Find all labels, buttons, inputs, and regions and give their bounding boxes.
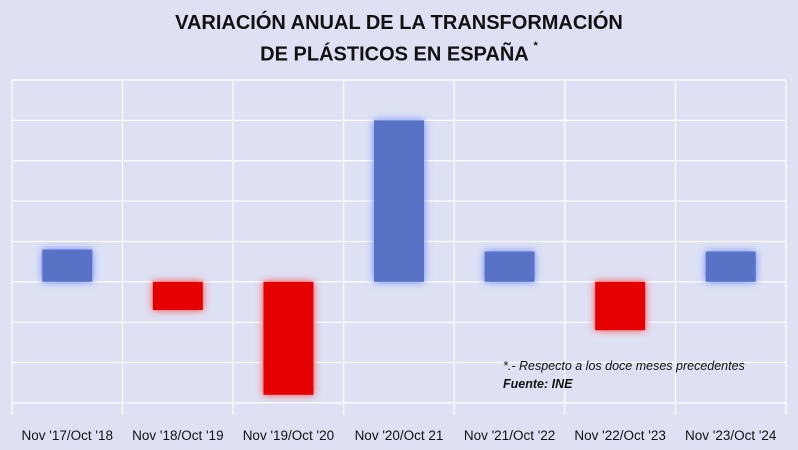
x-tick-label: Nov '21/Oct '22 [464,428,555,443]
chart-title-line-2: DE PLÁSTICOS EN ESPAÑA * [0,37,798,69]
chart-title-line-2-text: DE PLÁSTICOS EN ESPAÑA [260,43,528,66]
bar-7 [705,251,756,282]
bar-2 [152,281,203,311]
chart-footnote: *.- Respecto a los doce meses precedente… [503,357,745,393]
source-text: Fuente: INE [503,377,573,391]
bar-4 [374,120,424,282]
x-tick-label: Nov '20/Oct 21 [355,428,444,443]
footnote-text: *.- Respecto a los doce meses precedente… [503,359,745,373]
x-tick-label: Nov '22/Oct '23 [574,428,665,443]
bar-1 [42,249,93,282]
x-axis-labels: Nov '17/Oct '18 Nov '18/Oct '19 Nov '19/Oc… [22,428,777,443]
x-tick-label: Nov '17/Oct '18 [22,428,113,443]
bars [42,120,756,395]
x-tick-label: Nov '23/Oct '24 [685,428,777,443]
bar-5 [484,251,535,282]
bar-6 [595,281,646,331]
chart-title: VARIACIÓN ANUAL DE LA TRANSFORMACIÓN DE … [0,10,798,69]
x-tick-label: Nov '18/Oct '19 [132,428,223,443]
x-tick-label: Nov '19/Oct '20 [243,428,334,443]
bar-3 [263,281,314,395]
chart-title-line-1: VARIACIÓN ANUAL DE LA TRANSFORMACIÓN [175,12,623,34]
title-footnote-mark: * [533,40,538,52]
